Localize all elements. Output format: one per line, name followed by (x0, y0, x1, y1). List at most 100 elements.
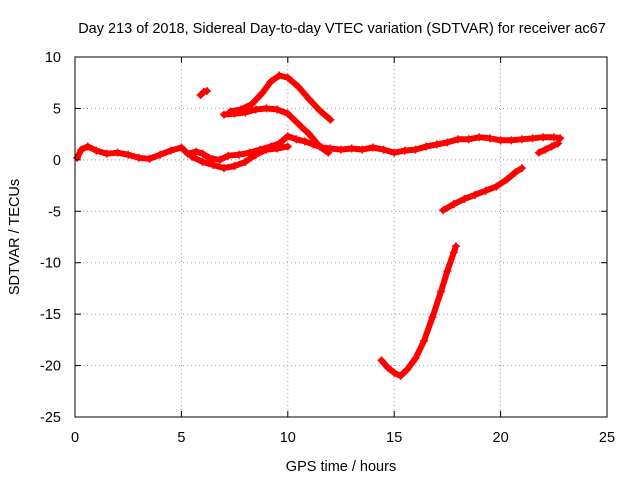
series-rising-arc (439, 164, 526, 215)
data-point (300, 137, 309, 146)
data-points (73, 71, 565, 380)
data-point (496, 136, 505, 145)
data-point (379, 145, 388, 154)
data-point (502, 175, 511, 184)
data-point (241, 157, 250, 166)
data-point (547, 142, 556, 151)
data-point (517, 164, 526, 173)
data-point (226, 107, 235, 116)
data-point (245, 148, 254, 157)
data-point (507, 136, 516, 145)
data-point (77, 145, 86, 154)
data-point (400, 146, 409, 155)
data-point (471, 190, 480, 199)
y-tick-label: 5 (53, 101, 61, 117)
data-point (262, 145, 271, 154)
data-point (539, 133, 548, 142)
data-point (411, 354, 420, 363)
series-peak-arc (226, 71, 335, 124)
data-point (451, 242, 460, 251)
x-tick-label: 5 (177, 430, 185, 446)
data-point (234, 150, 243, 159)
data-point (549, 133, 558, 142)
data-point (460, 194, 469, 203)
y-tick-label: -15 (40, 307, 61, 323)
data-point (224, 151, 233, 160)
data-point (230, 162, 239, 171)
data-point (396, 371, 405, 380)
data-point (273, 105, 282, 114)
data-point (428, 313, 437, 322)
x-tick-label: 0 (71, 430, 79, 446)
plot-frame (74, 56, 608, 418)
data-point (283, 132, 292, 141)
data-point (292, 135, 301, 144)
grid-lines (75, 57, 607, 417)
data-point (305, 95, 314, 104)
data-point (192, 147, 201, 156)
data-point (251, 105, 260, 114)
data-point (198, 157, 207, 166)
data-point (205, 153, 214, 162)
data-point (166, 146, 175, 155)
data-point (156, 150, 165, 159)
data-point (145, 154, 154, 163)
data-point (449, 200, 458, 209)
data-point (273, 144, 282, 153)
series-right-cluster (534, 139, 563, 157)
data-point (247, 100, 256, 109)
x-tick-label: 15 (386, 430, 402, 446)
data-point (236, 105, 245, 114)
data-point (177, 143, 186, 152)
data-point (485, 134, 494, 143)
tick-labels: 0 5 10 15 20 25 -25 -20 -15 -10 -5 0 5 10 (40, 50, 615, 446)
data-point (481, 186, 490, 195)
data-point (315, 106, 324, 115)
data-point (275, 71, 284, 80)
y-tick-label: 0 (53, 153, 61, 169)
series-trace (378, 243, 459, 379)
data-point (402, 365, 411, 374)
y-axis-label: SDTVAR / TECUs (7, 179, 23, 295)
data-point (534, 148, 543, 157)
x-tick-label: 10 (280, 430, 296, 446)
data-point (443, 266, 452, 275)
data-point (464, 135, 473, 144)
data-point (202, 86, 211, 95)
data-point (283, 73, 292, 82)
series-dip-curve (377, 242, 460, 380)
data-point (390, 368, 399, 377)
data-point (377, 356, 386, 365)
data-point (422, 142, 431, 151)
data-point (528, 134, 537, 143)
data-point (294, 82, 303, 91)
data-point (337, 145, 345, 154)
data-point (102, 149, 111, 158)
data-point (198, 149, 207, 158)
series-short-segment (196, 86, 211, 100)
data-point (266, 77, 275, 86)
data-point (383, 363, 392, 372)
data-point (439, 206, 448, 215)
data-point (124, 150, 133, 159)
data-point (283, 109, 292, 118)
data-point (73, 153, 82, 162)
y-tick-label: -5 (48, 204, 61, 220)
data-point (326, 115, 335, 124)
data-point (294, 119, 303, 128)
data-point (219, 110, 228, 119)
y-tick-label: 10 (45, 50, 61, 66)
data-point (390, 148, 399, 157)
series-trace (189, 143, 291, 172)
series-trace (535, 140, 562, 156)
data-point (556, 134, 565, 143)
data-point (443, 138, 452, 147)
data-point (541, 145, 550, 154)
data-point (368, 143, 377, 152)
data-point (475, 133, 484, 142)
y-tick-label: -25 (40, 410, 61, 426)
x-axis-label: GPS time / hours (286, 459, 396, 475)
data-point (262, 104, 271, 113)
data-point (411, 145, 420, 154)
data-point (419, 336, 428, 345)
